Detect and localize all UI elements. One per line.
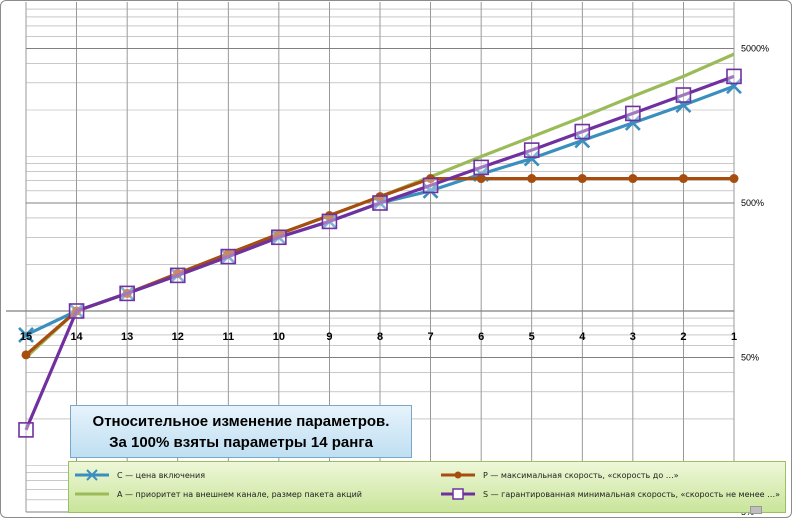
series-point-s	[321, 213, 338, 230]
x-tick-label: 1	[731, 331, 737, 343]
series-point-s	[675, 87, 692, 103]
x-tick-label: 11	[222, 331, 234, 343]
legend-marker-s	[452, 488, 464, 500]
x-tick-label: 2	[680, 331, 686, 343]
legend-swatch-p	[441, 471, 475, 479]
chart-subtitle: За 100% взяты параметры 14 ранга	[109, 433, 373, 451]
legend-item-s: S — гарантированная минимальная скорость…	[439, 488, 780, 500]
series-point-p	[678, 174, 688, 184]
legend-label-s: S — гарантированная минимальная скорость…	[483, 489, 780, 499]
x-tick-label: 12	[172, 331, 184, 343]
series-point-s	[220, 248, 237, 265]
series-point-c	[18, 327, 34, 343]
legend-item-a: A — приоритет на внешнем канале, размер …	[73, 488, 362, 500]
x-tick-label: 14	[70, 331, 83, 343]
legend: C — цена включения P — максимальная скор…	[68, 461, 786, 513]
series-point-s	[422, 177, 439, 194]
y-tick-label: 500%	[741, 198, 764, 208]
x-tick-label: 15	[20, 331, 32, 343]
series-line-s	[24, 74, 735, 431]
series-point-s	[523, 142, 540, 158]
series-point-s	[574, 123, 591, 140]
series-point-s	[625, 105, 641, 122]
series-point-c	[574, 132, 591, 149]
legend-marker-c	[86, 469, 98, 481]
series-point-p	[577, 174, 587, 184]
resize-handle[interactable]	[750, 506, 762, 514]
x-tick-labels: 15 14 13 12 11 10 9 8 7 6 5 4 3 2 1	[20, 331, 737, 343]
chart-title: Относительное изменение параметров.	[92, 412, 390, 430]
x-tick-label: 8	[377, 331, 383, 343]
x-tick-label: 5	[529, 331, 535, 343]
series-point-p	[21, 350, 31, 360]
legend-label-c: C — цена включения	[117, 470, 205, 480]
series-point-s	[18, 422, 34, 438]
series-point-s	[726, 68, 742, 85]
x-tick-label: 4	[579, 331, 586, 343]
series-point-c	[624, 114, 641, 131]
series-point-c	[726, 78, 742, 95]
x-tick-label: 3	[630, 331, 636, 343]
series-point-p	[729, 174, 739, 184]
x-tick-label: 10	[273, 331, 285, 343]
x-tick-label: 6	[478, 331, 484, 343]
x-tick-label: 9	[326, 331, 332, 343]
chart-annotation: Относительное изменение параметров. За 1…	[70, 405, 412, 458]
series-point-p	[527, 174, 537, 184]
series-point-s	[68, 303, 85, 319]
series-point-c	[675, 97, 692, 114]
series-point-p	[476, 174, 486, 184]
x-tick-label: 13	[121, 331, 133, 343]
series-point-s	[473, 159, 489, 176]
y-tick-labels: 5000%500%50%5%	[741, 44, 769, 517]
legend-swatch-s	[441, 488, 475, 500]
series-point-s	[169, 267, 186, 284]
legend-marker-p	[454, 471, 462, 479]
y-tick-label: 5000%	[741, 44, 769, 54]
series-point-s	[372, 195, 388, 211]
series-group	[18, 52, 742, 438]
legend-swatch-a	[75, 492, 109, 496]
legend-swatch-c	[75, 469, 109, 481]
legend-item-p: P — максимальная скорость, «скорость до …	[439, 469, 679, 481]
series-point-p	[628, 174, 638, 184]
series-point-s	[119, 285, 135, 302]
x-tick-label: 7	[428, 331, 434, 343]
legend-label-p: P — максимальная скорость, «скорость до …	[483, 470, 679, 480]
series-point-s	[271, 229, 287, 246]
legend-label-a: A — приоритет на внешнем канале, размер …	[117, 489, 362, 499]
series-point-p	[324, 211, 334, 221]
legend-item-c: C — цена включения	[73, 469, 205, 481]
y-tick-label: 50%	[741, 353, 759, 363]
series-point-c	[523, 150, 540, 167]
